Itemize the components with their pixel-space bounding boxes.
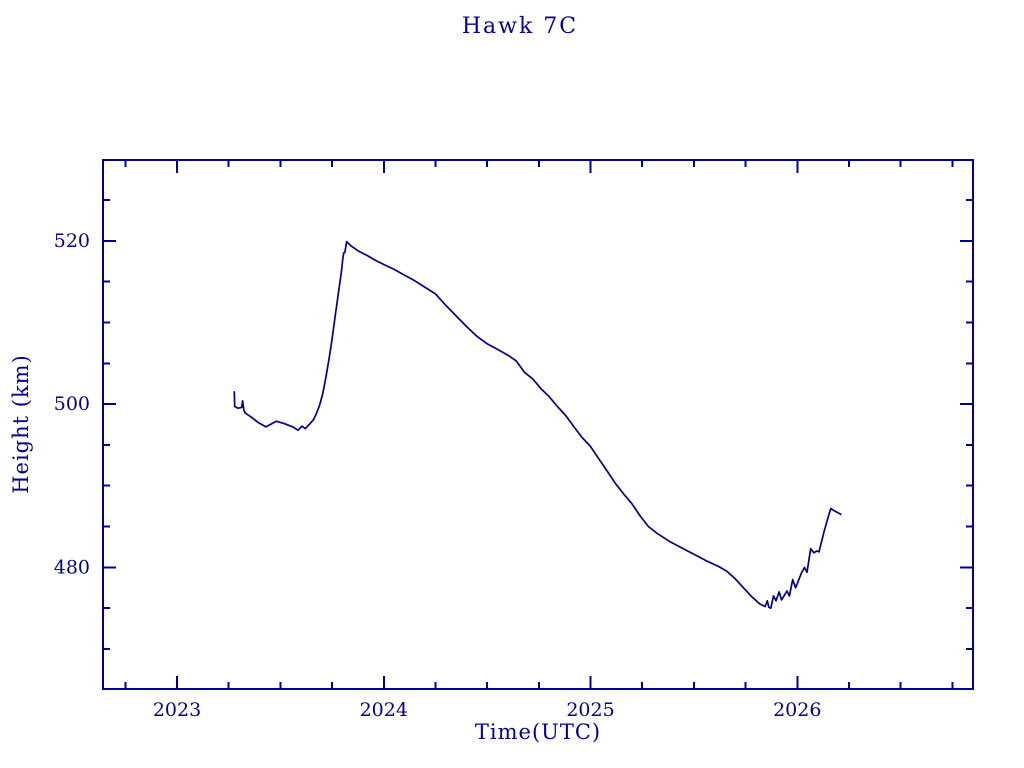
- plot-frame: [102, 159, 974, 690]
- x-tick-label: 2024: [360, 699, 408, 721]
- x-tick-label: 2023: [153, 699, 201, 721]
- chart-title: Hawk 7C: [461, 14, 579, 39]
- x-tick-label: 2025: [566, 699, 614, 721]
- y-tick-label: 500: [54, 393, 90, 415]
- x-axis-title: Time(UTC): [474, 720, 602, 744]
- x-tick-label: 2026: [773, 699, 821, 721]
- data-line: [233, 240, 842, 610]
- y-tick-label: 480: [54, 556, 90, 578]
- y-tick-label: 520: [54, 230, 90, 252]
- y-axis-title: Height (km): [9, 354, 33, 494]
